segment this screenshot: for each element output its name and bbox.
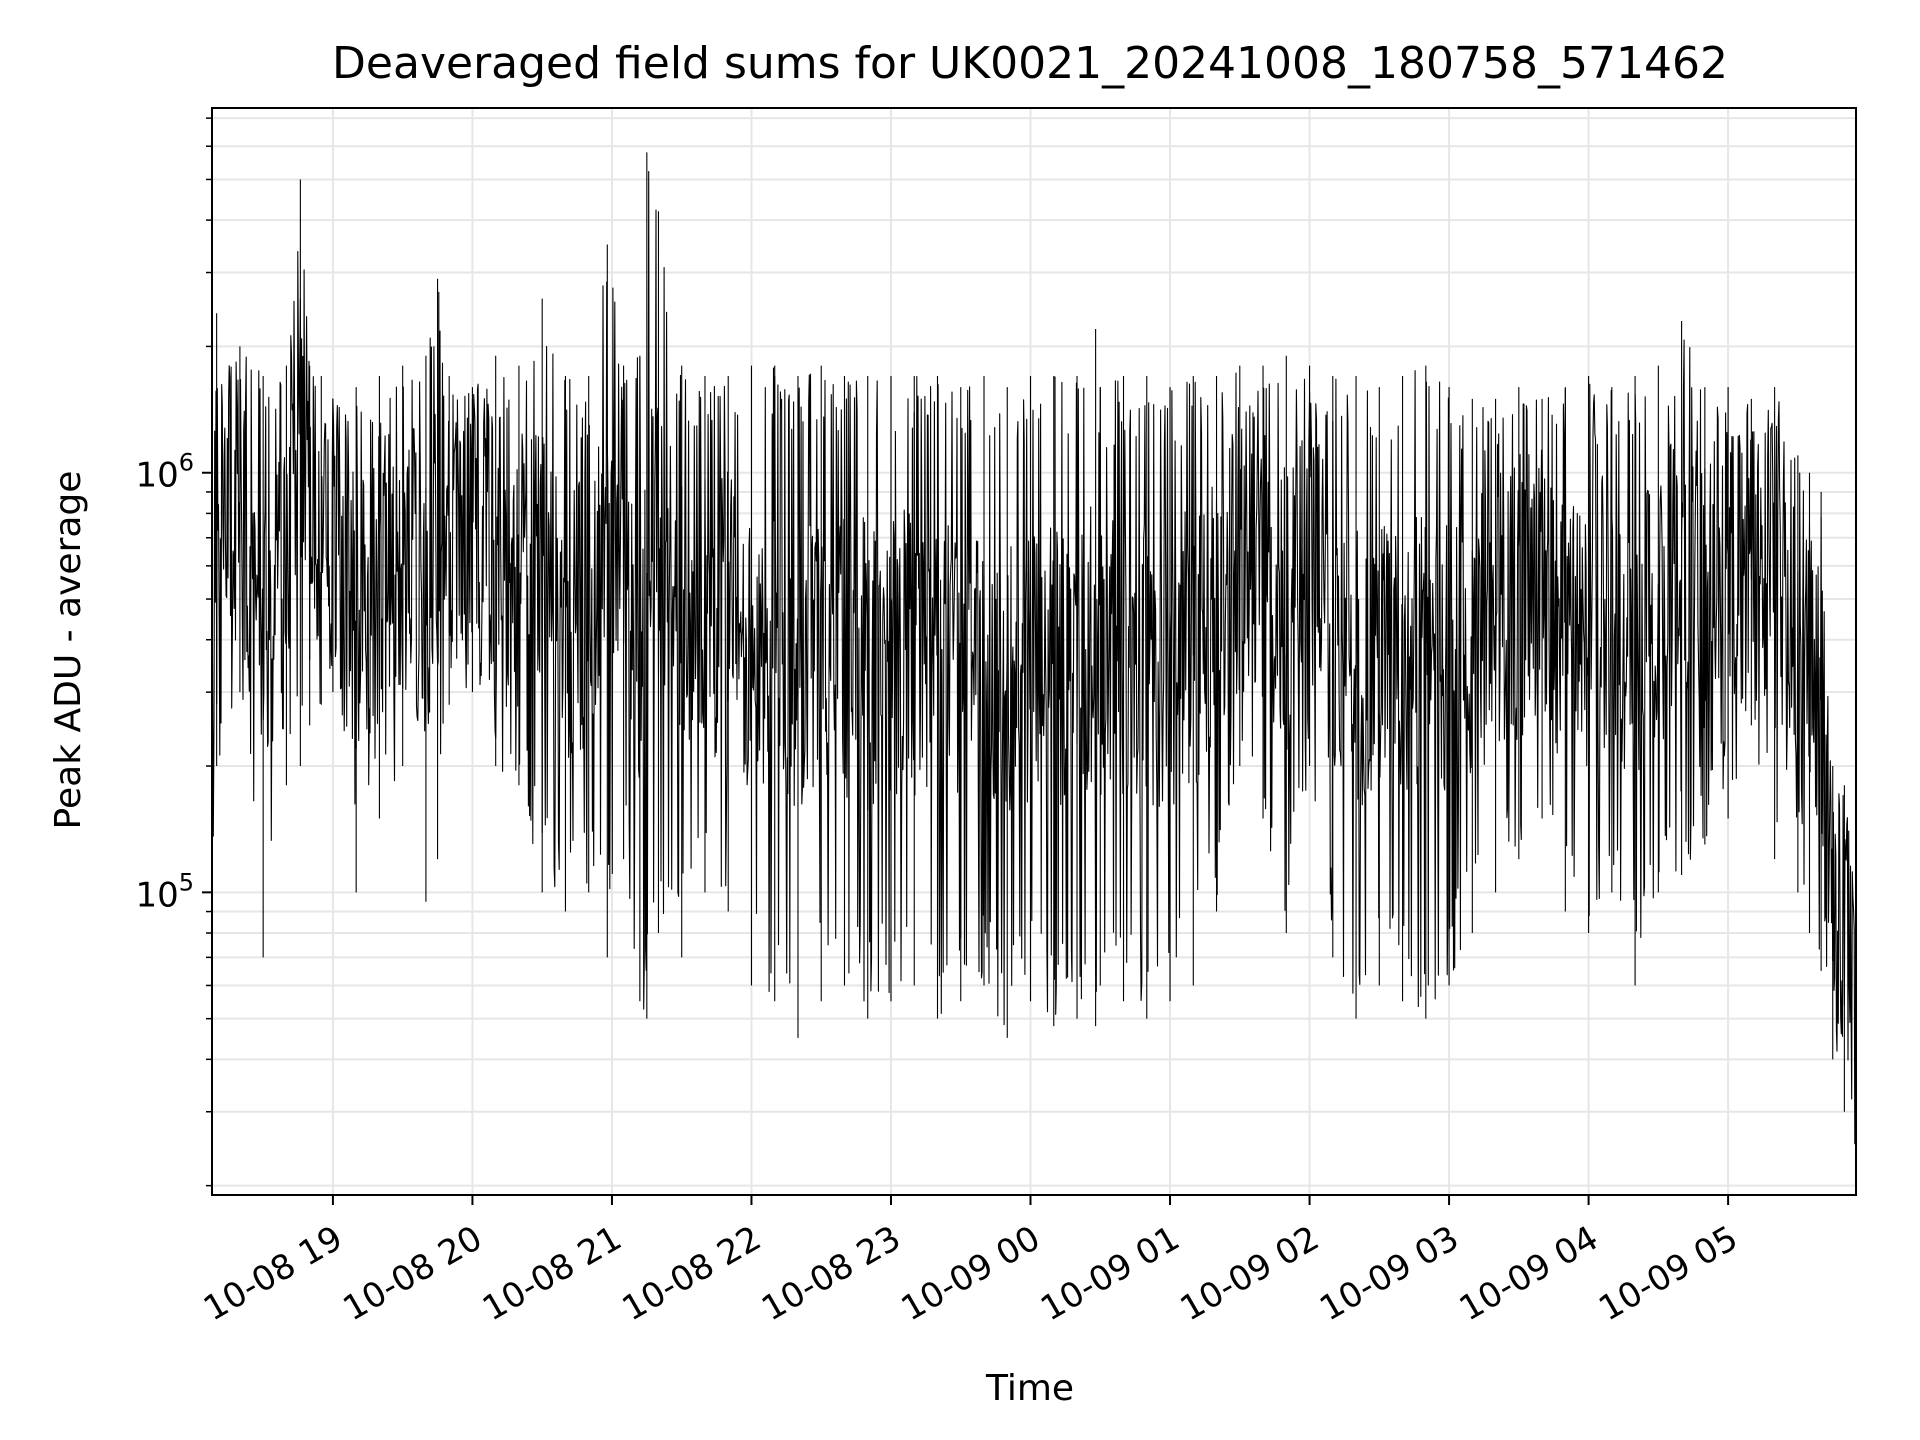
x-tick-label: 10-08 20 (337, 1218, 489, 1329)
x-tick-label: 10-09 03 (1313, 1218, 1465, 1329)
chart-title: Deaveraged field sums for UK0021_2024100… (332, 38, 1728, 89)
x-axis-label: Time (985, 1368, 1074, 1409)
y-axis-label: Peak ADU - average (48, 471, 89, 830)
y-tick-label: 105 (135, 868, 194, 915)
x-tick-label: 10-08 19 (197, 1218, 349, 1329)
x-tick-label: 10-09 00 (895, 1218, 1047, 1329)
y-tick-label: 106 (135, 449, 194, 496)
x-tick-label: 10-09 04 (1453, 1218, 1605, 1329)
data-series (211, 152, 1857, 1169)
x-tick-label: 10-08 23 (755, 1218, 907, 1329)
x-tick-label: 10-08 21 (476, 1218, 628, 1329)
data-line (211, 171, 1857, 1169)
x-tick-label: 10-09 01 (1034, 1218, 1186, 1329)
x-tick-label: 10-09 02 (1174, 1218, 1326, 1329)
x-tick-label: 10-09 05 (1592, 1218, 1744, 1329)
plot-frame (211, 107, 1857, 1196)
x-tick-label: 10-08 22 (616, 1218, 768, 1329)
